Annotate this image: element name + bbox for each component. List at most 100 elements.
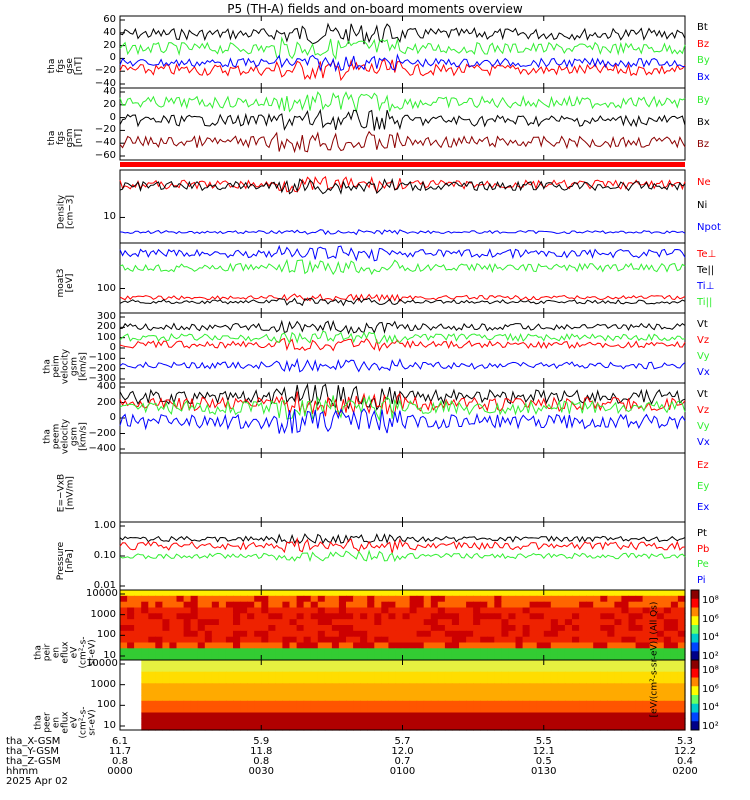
heatmap-cell [536, 683, 545, 690]
heatmap-cell [607, 718, 615, 725]
heatmap-cell [360, 648, 368, 655]
heatmap-cell [416, 648, 425, 655]
series-line [119, 383, 686, 411]
heatmap-cell [635, 683, 644, 690]
heatmap-cell [275, 648, 284, 655]
heatmap-cell [197, 590, 206, 597]
heatmap-cell [543, 665, 552, 673]
heatmap-cell [324, 630, 333, 638]
heatmap-cell [183, 619, 192, 626]
heatmap-cell [360, 625, 368, 632]
heatmap-cell [663, 677, 672, 684]
heatmap-cell [261, 689, 269, 696]
heatmap-cell [381, 648, 389, 655]
heatmap-cell [176, 700, 185, 708]
heatmap-cell [353, 665, 361, 673]
heatmap-cell [296, 724, 305, 731]
heatmap-cell [395, 712, 404, 719]
colorbar-tick: 10⁶ [702, 613, 719, 625]
heatmap-cell [310, 695, 319, 702]
heatmap-cell [141, 595, 149, 603]
heatmap-cell [388, 601, 397, 609]
y-tick-label: −200 [88, 362, 116, 374]
heatmap-cell [529, 595, 538, 603]
heatmap-cell [543, 607, 552, 614]
heatmap-cell [600, 724, 608, 731]
heatmap-cell [254, 724, 262, 731]
heatmap-cell [190, 724, 199, 731]
heatmap-cell [437, 636, 446, 644]
heatmap-cell [388, 689, 397, 696]
heatmap-cell [204, 660, 213, 667]
heatmap-cell [240, 642, 248, 649]
legend-label: Pi [697, 574, 706, 586]
heatmap-cell [331, 718, 340, 725]
heatmap-cell [141, 630, 149, 638]
heatmap-cell [218, 660, 227, 667]
heatmap-cell [586, 601, 594, 609]
heatmap-cell [444, 700, 453, 708]
heatmap-cell [247, 636, 255, 644]
heatmap-cell [190, 718, 199, 725]
heatmap-cell [564, 601, 573, 609]
heatmap-cell [331, 671, 340, 679]
heatmap-cell [579, 590, 587, 597]
heatmap-cell [621, 595, 630, 603]
heatmap-cell [233, 695, 241, 702]
y-tick-label: −20 [94, 65, 116, 77]
heatmap-cell [233, 718, 241, 725]
y-axis-label: tha peim velocity gsm [km/s] [42, 348, 89, 385]
heatmap-cell [169, 648, 178, 655]
heatmap-cell [148, 595, 156, 603]
heatmap-cell [416, 654, 425, 661]
heatmap-cell [346, 706, 354, 714]
heatmap-cell [402, 595, 411, 603]
heatmap-cell [437, 619, 446, 626]
heatmap-cell [381, 671, 389, 679]
heatmap-cell [183, 636, 192, 644]
y-tick-label: 1.00 [93, 520, 116, 531]
heatmap-cell [176, 648, 185, 655]
heatmap-cell [515, 642, 524, 649]
heatmap-cell [324, 619, 333, 626]
heatmap-cell [374, 642, 382, 649]
heatmap-cell [607, 660, 615, 667]
heatmap-cell [487, 718, 495, 725]
heatmap-cell [543, 630, 552, 638]
heatmap-cell [282, 671, 291, 679]
heatmap-cell [529, 630, 538, 638]
heatmap-cell [444, 607, 453, 614]
heatmap-cell [444, 625, 453, 632]
heatmap-cell [543, 601, 552, 609]
heatmap-cell [593, 660, 601, 667]
heatmap-cell [338, 683, 347, 690]
heatmap-cell [416, 718, 425, 725]
heatmap-cell [282, 590, 291, 597]
heatmap-cell [437, 648, 446, 655]
heatmap-cell [317, 677, 326, 684]
heatmap-cell [360, 718, 368, 725]
heatmap-cell [148, 630, 156, 638]
heatmap-cell [607, 625, 615, 632]
heatmap-cell [663, 613, 672, 620]
heatmap-cell [169, 700, 178, 708]
heatmap-cell [395, 636, 404, 644]
heatmap-cell [663, 718, 672, 725]
heatmap-cell [522, 706, 531, 714]
heatmap-cell [176, 601, 185, 609]
heatmap-cell [218, 607, 227, 614]
heatmap-cell [402, 724, 411, 731]
heatmap-cell [268, 613, 276, 620]
heatmap-cell [572, 689, 580, 696]
heatmap-cell [331, 695, 340, 702]
heatmap-cell [240, 665, 248, 673]
heatmap-cell [204, 700, 213, 708]
heatmap-cell [473, 625, 481, 632]
heatmap-cell [169, 607, 178, 614]
heatmap-cell [303, 712, 312, 719]
legend-label: By [697, 55, 710, 67]
heatmap-cell [310, 660, 319, 667]
heatmap-cell [303, 619, 312, 626]
heatmap-cell [536, 671, 545, 679]
heatmap-cell [473, 636, 481, 644]
